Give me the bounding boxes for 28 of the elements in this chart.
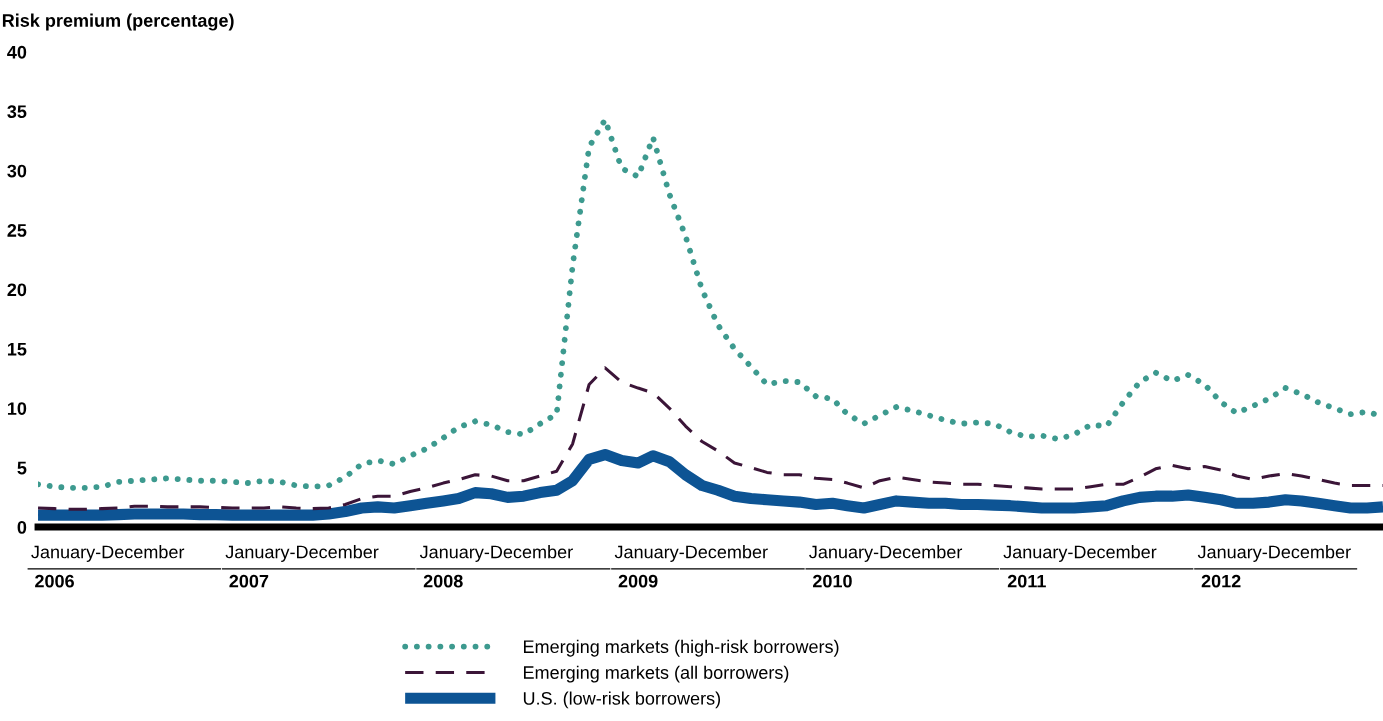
y-tick-label: 25 [7, 224, 27, 237]
x-tick-label: 2012 [1201, 574, 1241, 588]
y-tick-label: 15 [7, 342, 27, 356]
x-tick-label: 2009 [618, 574, 658, 588]
text: January-December [1003, 545, 1157, 562]
text: January-December [1197, 545, 1351, 562]
y-tick-label: 10 [7, 402, 27, 415]
y-axis-title: Risk premium (percentage) [2, 13, 234, 31]
text: January-December [809, 545, 963, 562]
text: January-December [31, 545, 185, 562]
legend-label: Emerging markets (high-risk borrowers) [523, 639, 839, 657]
x-tick-label: 2007 [229, 574, 269, 588]
x-tick-label: 2008 [423, 574, 463, 588]
text: January-December [614, 545, 768, 562]
y-tick-label: 20 [7, 283, 27, 297]
y-tick-label: 0 [17, 520, 27, 534]
x-tick-label: 2011 [1007, 574, 1046, 588]
legend-label: Emerging markets (all borrowers) [523, 665, 789, 683]
y-tick-label: 35 [7, 105, 27, 119]
y-tick-label: 30 [7, 164, 27, 178]
y-tick-label: 5 [17, 461, 27, 475]
y-tick-label: 40 [7, 45, 27, 59]
text: January-December [225, 545, 379, 562]
x-tick-label: 2010 [812, 574, 852, 588]
line-series [38, 366, 1383, 511]
legend-label: U.S. (low-risk borrowers) [523, 691, 721, 709]
x-tick-label: 2006 [35, 574, 74, 588]
text: January-December [419, 545, 573, 562]
